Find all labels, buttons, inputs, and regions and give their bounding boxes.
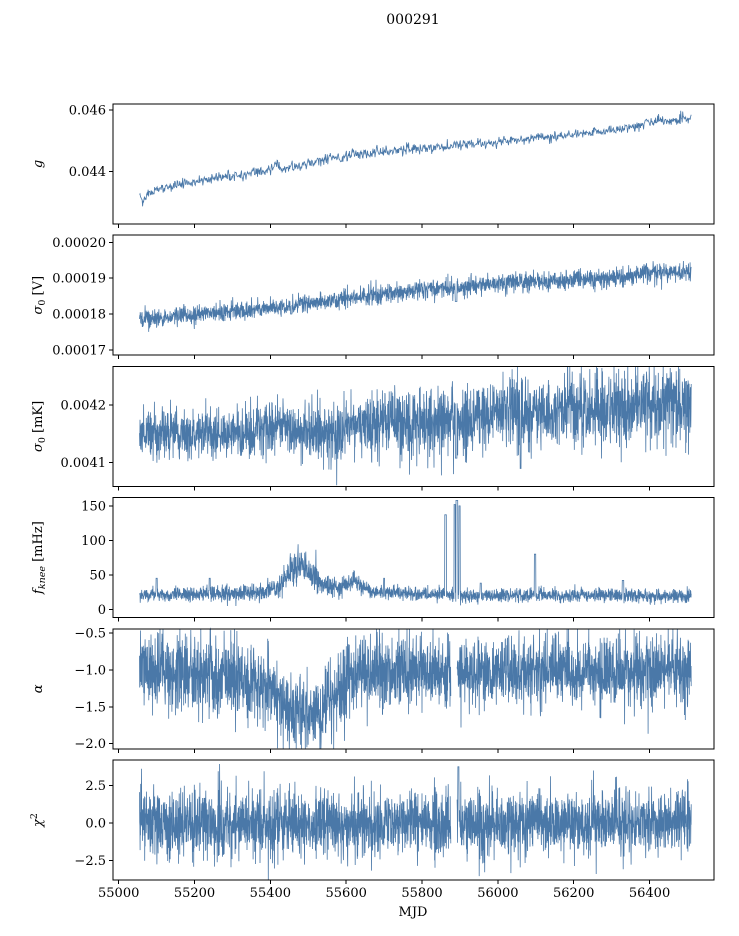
- data-series-alpha: [139, 627, 692, 749]
- y-axis-label: σ0 [mK]: [31, 401, 48, 452]
- y-tick-label: 150: [81, 499, 106, 514]
- plot-border: [112, 759, 715, 881]
- y-tick-label: 0: [98, 603, 106, 618]
- x-tick-label: 56000: [477, 886, 518, 901]
- y-tick-label: −1.5: [74, 700, 106, 715]
- data-series-g: [139, 110, 692, 207]
- panel-alpha: −0.5 −1.0 −1.5 −2.0 α: [31, 627, 715, 753]
- y-tick-label: −2.5: [74, 854, 106, 869]
- y-tick-label: 0.00018: [52, 308, 106, 323]
- plot-border: [112, 497, 715, 619]
- x-tick-label: 55800: [401, 886, 442, 901]
- y-tick-label: −1.0: [74, 664, 106, 679]
- y-axis-label: α: [31, 684, 46, 693]
- plot-border: [112, 103, 715, 225]
- panel-chi2: −2.5 0.0 2.5 55000 55200 55400 55600 55800 56000…: [29, 759, 715, 901]
- y-axis-label: fknee [mHz]: [31, 521, 48, 595]
- data-series-fknee: [139, 500, 692, 607]
- panel-sigma0-mk: 0.0041 0.0042 σ0 [mK]: [31, 365, 715, 491]
- x-tick-label: 55400: [250, 886, 291, 901]
- y-axis-label: g: [31, 160, 46, 168]
- data-series-chi2: [139, 763, 692, 881]
- x-tick-label: 56200: [553, 886, 594, 901]
- y-tick-label: 100: [81, 534, 106, 549]
- y-axis-label: σ0 [V]: [31, 276, 48, 315]
- y-tick-label: −2.0: [74, 737, 106, 752]
- plot-border: [112, 234, 715, 356]
- y-tick-label: −0.5: [74, 627, 106, 642]
- x-tick-label: 56400: [629, 886, 670, 901]
- x-tick-label: 55200: [174, 886, 215, 901]
- figure-title: 000291: [386, 12, 440, 28]
- y-axis-label: χ2: [29, 813, 46, 828]
- y-tick-label: 2.5: [85, 779, 106, 794]
- panel-g: 0.044 0.046 g: [31, 103, 715, 228]
- x-tick-label: 55600: [326, 886, 367, 901]
- y-tick-label: 50: [89, 568, 106, 583]
- data-series-sigma0-v: [139, 260, 692, 332]
- y-tick-label: 0.0041: [61, 456, 107, 471]
- y-tick-label: 0.00020: [52, 236, 106, 251]
- y-tick-label: 0.046: [69, 104, 106, 119]
- plot-border: [112, 365, 715, 487]
- panel-sigma0-v: 0.00017 0.00018 0.00019 0.00020 σ0 [V]: [31, 234, 715, 360]
- y-tick-label: 0.0: [85, 817, 106, 832]
- panel-fknee: 0 50 100 150 fknee [mHz]: [31, 497, 715, 622]
- x-axis-label: MJD: [398, 905, 428, 920]
- data-series-sigma0-mk: [139, 366, 692, 486]
- x-tick-label: 55000: [98, 886, 139, 901]
- y-tick-label: 0.0042: [61, 399, 107, 414]
- y-tick-label: 0.00019: [52, 272, 106, 287]
- plot-border: [112, 628, 715, 750]
- y-tick-label: 0.044: [69, 165, 106, 180]
- y-tick-label: 0.00017: [52, 343, 106, 358]
